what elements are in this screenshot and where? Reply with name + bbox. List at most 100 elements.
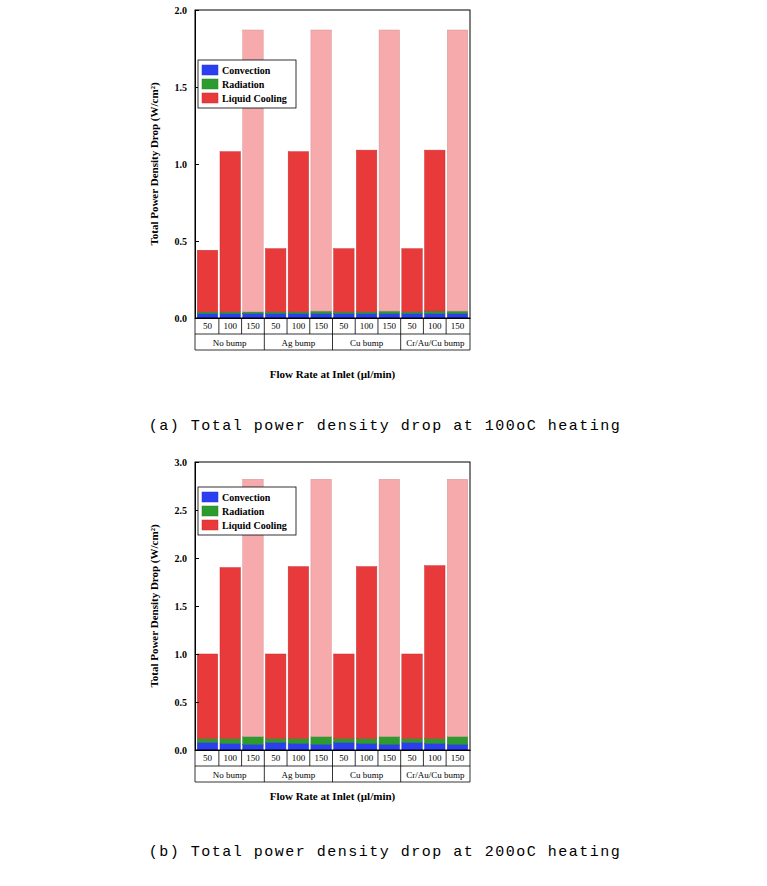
bar-segment	[288, 567, 308, 739]
bar-segment	[311, 744, 331, 750]
legend: ConvectionRadiationLiquid Cooling	[198, 60, 296, 108]
x-tick-label: 50	[271, 321, 281, 331]
x-axis: 50100150501001505010015050100150	[196, 318, 471, 331]
bar-segment	[265, 742, 285, 750]
bar-segment	[334, 313, 354, 318]
x-tick-label: 150	[451, 321, 465, 331]
bar-segment	[197, 313, 217, 318]
y-tick: 1.5	[175, 82, 200, 93]
legend-label: Radiation	[222, 506, 265, 517]
bar-segment	[197, 738, 217, 742]
bar-segment	[425, 150, 445, 311]
x-axis-title: Flow Rate at Inlet (µl/min)	[270, 368, 396, 381]
x-tick-label: 50	[339, 321, 349, 331]
bar-segment	[447, 311, 467, 313]
cell-divider	[446, 750, 447, 766]
x-tick: 150	[246, 318, 260, 331]
bar-segment	[334, 249, 354, 312]
x-tick-label: 50	[408, 753, 418, 763]
bar-segment	[197, 742, 217, 750]
cell-divider	[309, 750, 310, 766]
x-tick: 100	[360, 318, 374, 331]
group-label: No bump	[213, 770, 247, 780]
group-label: Cu bump	[350, 338, 384, 348]
y-tick: 2.0	[175, 5, 200, 16]
bar-segment	[356, 738, 376, 743]
bar-segment	[311, 479, 331, 736]
cell-divider	[423, 750, 424, 766]
cell-divider	[446, 318, 447, 334]
cell-divider	[377, 318, 378, 334]
y-tick-label: 0.0	[175, 313, 188, 324]
bar-segment	[197, 654, 217, 738]
x-tick-label: 150	[314, 753, 328, 763]
x-tick-label: 100	[428, 753, 442, 763]
y-axis: 0.0 0.5 1.0 1.5 2.0	[175, 5, 200, 324]
y-tick-mark	[195, 164, 199, 165]
y-tick: 2.5	[175, 505, 200, 516]
bar-segment	[220, 152, 240, 312]
y-tick-label: 2.5	[175, 505, 188, 516]
bar-segment	[334, 654, 354, 738]
x-tick-label: 150	[451, 753, 465, 763]
chart: 0.00.51.01.52.02.53.05010015050100150501…	[148, 457, 621, 861]
bar-segment	[379, 737, 399, 745]
caption: (b) Total power density drop at 200oC he…	[149, 844, 622, 861]
y-tick-label: 0.5	[175, 236, 188, 247]
bar-segment	[243, 737, 263, 745]
y-tick-mark	[195, 10, 199, 11]
cell-divider	[355, 318, 356, 334]
legend-swatch	[202, 79, 218, 89]
group-divider	[332, 750, 333, 782]
group-label: Ag bump	[282, 338, 316, 348]
x-tick: 50	[408, 318, 418, 331]
bar-segment	[425, 566, 445, 739]
cell-divider	[287, 318, 288, 334]
x-tick: 100	[223, 318, 237, 331]
y-tick-label: 1.5	[175, 601, 188, 612]
legend-label: Convection	[222, 492, 271, 503]
bar-segment	[356, 313, 376, 318]
bar-segment	[447, 313, 467, 318]
x-tick: 100	[428, 318, 442, 331]
legend-label: Radiation	[222, 79, 265, 90]
y-tick-label: 1.0	[175, 159, 188, 170]
x-tick: 150	[451, 318, 465, 331]
bar-segment	[288, 313, 308, 318]
bar-segment	[356, 743, 376, 750]
y-axis-title: Total Power Density Drop (W/cm²)	[148, 82, 161, 246]
bar-segment	[311, 737, 331, 745]
bar-segment	[402, 738, 422, 742]
legend-swatch	[202, 93, 218, 103]
bar-segment	[220, 313, 240, 318]
x-tick-label: 100	[223, 753, 237, 763]
x-tick: 100	[223, 750, 237, 763]
bar-segment	[379, 744, 399, 750]
cell-divider	[241, 750, 242, 766]
bar-segment	[288, 152, 308, 312]
y-tick-label: 3.0	[175, 457, 188, 468]
x-axis: 50100150501001505010015050100150	[196, 750, 471, 763]
x-tick-label: 150	[314, 321, 328, 331]
group-divider	[195, 750, 196, 782]
y-tick-label: 2.0	[175, 5, 188, 16]
bar-segment	[288, 743, 308, 750]
y-tick: 2.0	[175, 553, 200, 564]
cell-divider	[218, 750, 219, 766]
x-tick-label: 100	[223, 321, 237, 331]
bars	[197, 479, 467, 750]
caption: (a) Total power density drop at 100oC he…	[149, 418, 622, 435]
y-tick-mark	[195, 654, 199, 655]
y-axis-title: Total Power Density Drop (W/cm²)	[148, 524, 161, 688]
x-tick-label: 150	[246, 753, 260, 763]
plot-frame	[195, 462, 470, 750]
group-label: Ag bump	[282, 770, 316, 780]
bar-segment	[265, 738, 285, 742]
x-tick-label: 100	[292, 753, 306, 763]
y-tick-label: 2.0	[175, 553, 188, 564]
group-divider	[470, 318, 471, 350]
x-tick-label: 150	[383, 321, 397, 331]
bar-segment	[265, 313, 285, 318]
x-tick: 50	[203, 750, 213, 763]
group-label: Cu bump	[350, 770, 384, 780]
